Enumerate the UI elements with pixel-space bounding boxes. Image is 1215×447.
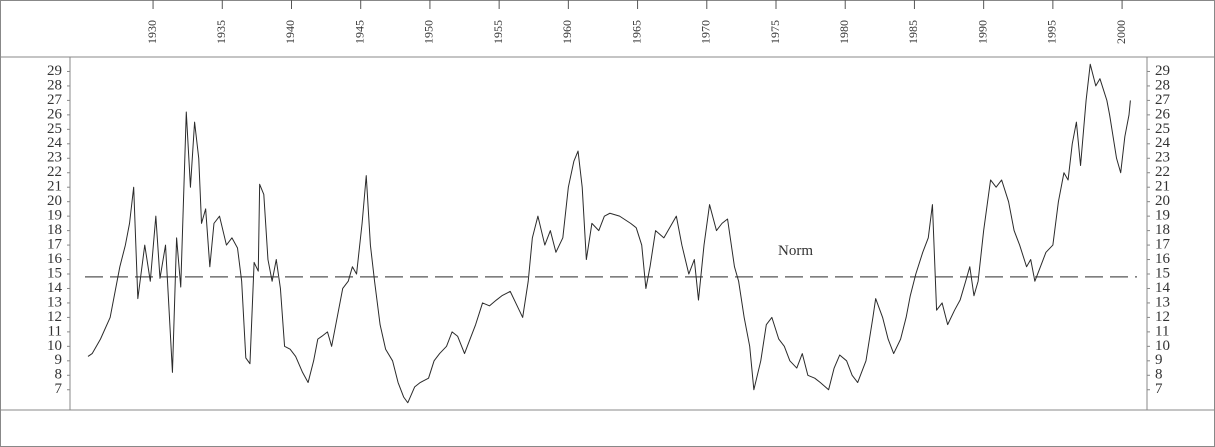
y-tick-label-right: 28 — [1155, 77, 1170, 93]
x-tick-label: 1935 — [214, 20, 228, 44]
y-tick-label: 20 — [47, 193, 62, 209]
y-tick-label-right: 7 — [1155, 381, 1163, 397]
y-tick-label-right: 21 — [1155, 179, 1170, 195]
x-tick-label: 1960 — [560, 20, 574, 44]
y-tick-label-right: 18 — [1155, 222, 1170, 238]
y-tick-label-right: 13 — [1155, 294, 1170, 310]
y-tick-label: 14 — [47, 280, 63, 296]
x-tick-label: 1975 — [768, 20, 782, 44]
y-tick-label-right: 17 — [1155, 237, 1171, 253]
y-tick-label: 22 — [47, 164, 62, 180]
y-tick-label-right: 23 — [1155, 150, 1170, 166]
y-tick-label: 28 — [47, 77, 62, 93]
y-tick-label: 21 — [47, 179, 62, 195]
x-tick-label: 1985 — [906, 20, 920, 44]
y-tick-label-right: 8 — [1155, 367, 1163, 383]
y-tick-label: 26 — [47, 106, 63, 122]
y-tick-label: 15 — [47, 265, 62, 281]
y-tick-label: 9 — [55, 352, 63, 368]
x-tick-label: 1950 — [422, 20, 436, 44]
y-tick-label-right: 25 — [1155, 121, 1170, 137]
y-tick-label-right: 22 — [1155, 164, 1170, 180]
y-tick-label-right: 20 — [1155, 193, 1170, 209]
y-tick-label: 13 — [47, 294, 62, 310]
y-tick-label: 27 — [47, 92, 63, 108]
y-tick-label-right: 12 — [1155, 309, 1170, 325]
data-line — [87, 63, 1131, 404]
y-tick-label: 23 — [47, 150, 62, 166]
y-tick-label: 19 — [47, 208, 62, 224]
x-tick-label: 1945 — [352, 20, 366, 44]
y-tick-label: 25 — [47, 121, 62, 137]
y-tick-label-right: 15 — [1155, 265, 1170, 281]
y-tick-label: 10 — [47, 338, 62, 354]
y-tick-label: 29 — [47, 63, 62, 79]
x-tick-label: 1990 — [975, 20, 989, 44]
y-tick-label-right: 9 — [1155, 352, 1163, 368]
y-tick-label: 24 — [47, 135, 63, 151]
y-tick-label-right: 14 — [1155, 280, 1171, 296]
y-tick-label: 11 — [48, 323, 62, 339]
y-tick-label: 12 — [47, 309, 62, 325]
x-tick-label: 1930 — [145, 20, 159, 44]
x-tick-label: 2000 — [1114, 20, 1128, 44]
y-tick-label-right: 29 — [1155, 63, 1170, 79]
y-tick-label-right: 26 — [1155, 106, 1171, 122]
y-tick-label-right: 11 — [1155, 323, 1169, 339]
x-tick-label: 1970 — [699, 20, 713, 44]
x-tick-label: 1940 — [283, 20, 297, 44]
norm-label: Norm — [778, 243, 813, 259]
y-tick-label-right: 10 — [1155, 338, 1170, 354]
y-tick-label-right: 19 — [1155, 208, 1170, 224]
x-tick-label: 1955 — [491, 20, 505, 44]
y-tick-label: 17 — [47, 237, 63, 253]
y-tick-label: 8 — [55, 367, 63, 383]
y-tick-label-right: 24 — [1155, 135, 1171, 151]
y-tick-label: 16 — [47, 251, 63, 267]
y-tick-label-right: 27 — [1155, 92, 1171, 108]
y-tick-label-right: 16 — [1155, 251, 1171, 267]
y-tick-label: 7 — [55, 381, 63, 397]
x-tick-label: 1965 — [629, 20, 643, 44]
y-tick-label: 18 — [47, 222, 62, 238]
x-tick-label: 1980 — [837, 20, 851, 44]
x-tick-label: 1995 — [1045, 20, 1059, 44]
